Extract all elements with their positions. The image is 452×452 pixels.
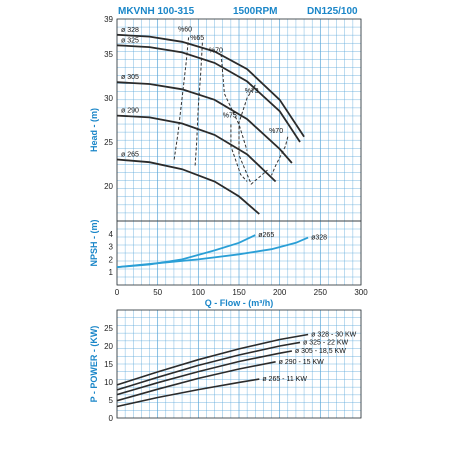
efficiency-label: %65: [190, 35, 204, 42]
power-y-tick-label: 0: [109, 414, 114, 423]
npsh-y-tick-label: 1: [109, 268, 114, 277]
npsh-curve: [116, 236, 309, 268]
power-y-tick-label: 25: [104, 324, 113, 333]
head-y-tick-label: 25: [104, 138, 113, 147]
npsh-x-tick-label: 100: [192, 288, 206, 297]
head-curve: [116, 33, 305, 138]
head-curve-label: ø 265: [121, 152, 139, 159]
npsh-x-tick-label: 250: [314, 288, 328, 297]
efficiency-label: %60: [178, 26, 192, 33]
head-curve: [116, 114, 277, 183]
power-curve-label: ø 305 - 18,5 KW: [295, 348, 346, 355]
head-curve-label: ø 290: [121, 108, 139, 115]
npsh-x-tick-label: 150: [232, 288, 246, 297]
power-y-tick-label: 15: [104, 360, 113, 369]
head-y-tick-label: 35: [104, 50, 113, 59]
npsh-x-tick-label: 50: [153, 288, 162, 297]
efficiency-label: %73: [245, 88, 259, 95]
power-curve: [116, 341, 301, 391]
efficiency-label: %75: [223, 112, 237, 119]
power-y-axis-label: P - POWER - (KW): [89, 326, 99, 403]
power-curve-label: ø 328 - 30 KW: [311, 331, 357, 338]
head-y-tick-label: 39: [104, 15, 113, 24]
npsh-x-tick-label: 300: [354, 288, 368, 297]
npsh-x-tick-label: 0: [115, 288, 120, 297]
power-y-tick-label: 20: [104, 342, 113, 351]
speed-title: 1500RPM: [233, 6, 277, 17]
npsh-y-tick-label: 3: [109, 243, 114, 252]
npsh-y-tick-label: 2: [109, 255, 114, 264]
head-curve: [116, 44, 301, 143]
npsh-curve: [116, 234, 256, 268]
npsh-y-tick-label: 4: [109, 230, 114, 239]
power-y-tick-label: 5: [109, 396, 114, 405]
head-curve: [116, 81, 293, 164]
power-curve-label: ø 325 - 22 KW: [303, 339, 349, 346]
npsh-frame: [116, 220, 362, 286]
efficiency-label: %70: [209, 47, 223, 54]
head-curve-label: ø 325: [121, 37, 139, 44]
efficiency-curve: [173, 37, 190, 162]
npsh-x-tick-label: 200: [273, 288, 287, 297]
power-y-tick-label: 10: [104, 378, 113, 387]
power-curve: [116, 361, 276, 402]
power-curve-label: ø 265 - 11 KW: [262, 376, 307, 383]
size-title: DN125/100: [307, 6, 358, 17]
efficiency-curve: [238, 84, 268, 185]
efficiency-curve: [194, 42, 203, 166]
efficiency-curve: [230, 124, 248, 182]
head-curve-label: ø 305: [121, 74, 139, 81]
power-curve: [116, 378, 260, 408]
efficiency-curve: [271, 136, 289, 176]
npsh-curve-label: ø328: [311, 235, 327, 242]
power-curve: [116, 333, 309, 386]
head-y-axis-label: Head - (m): [89, 108, 99, 152]
npsh-y-axis-label: NPSH - (m): [89, 219, 99, 266]
power-curve: [116, 350, 293, 396]
power-curve-label: ø 290 - 15 KW: [279, 359, 325, 366]
head-y-tick-label: 20: [104, 182, 113, 191]
flow-x-axis-label: Q - Flow - (m³/h): [205, 298, 273, 308]
model-title: MKVNH 100-315: [118, 6, 195, 17]
head-curve-label: ø 328: [121, 27, 139, 34]
head-curve: [116, 158, 260, 215]
npsh-curve-label: ø265: [258, 232, 274, 239]
efficiency-label: %70: [269, 128, 283, 135]
head-y-tick-label: 30: [104, 94, 113, 103]
power-frame: [116, 309, 362, 419]
